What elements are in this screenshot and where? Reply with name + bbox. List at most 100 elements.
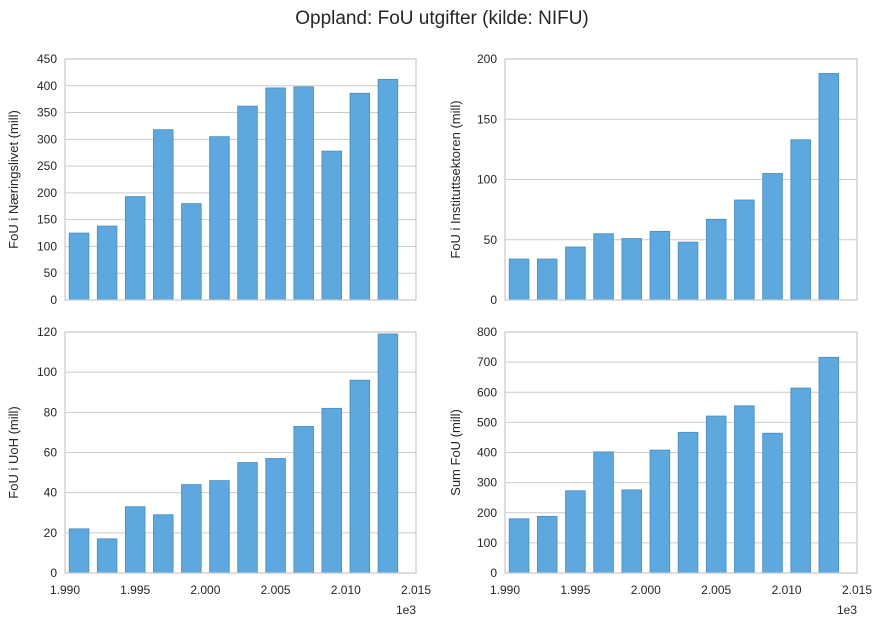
x-tick-label: 2.000 — [190, 583, 220, 597]
x-tick-label: 2.000 — [631, 583, 661, 597]
bar — [181, 484, 202, 574]
y-tick-label: 120 — [37, 325, 57, 339]
y-tick-label: 400 — [477, 446, 497, 460]
bar — [508, 518, 530, 574]
y-axis-label: Sum FoU (mill) — [448, 409, 463, 496]
y-tick-label: 0 — [50, 566, 57, 580]
y-tick-label: 20 — [44, 526, 58, 540]
bar — [565, 246, 586, 301]
y-tick-label: 50 — [44, 266, 58, 280]
x-tick-label: 2.015 — [401, 583, 431, 597]
x-tick-label: 2.010 — [331, 583, 361, 597]
bar — [734, 405, 755, 574]
y-axis-label: FoU i Instituttsektoren (mill) — [448, 100, 463, 258]
chart-panel-3: 0 20 40 60 80 100 120 FoU i UoH (mill) 1.990 1.99… — [6, 325, 431, 617]
bar — [96, 225, 118, 301]
bar — [293, 86, 314, 301]
chart-panel-4: 0 100 200 300 400 500 600 700 800 Sum FoU (mill) 1… — [448, 325, 872, 617]
y-tick-label: 300 — [37, 132, 57, 146]
bar — [818, 356, 840, 574]
x-tick-label: 1.995 — [560, 583, 590, 597]
bar — [209, 136, 230, 301]
y-tick-label: 350 — [37, 106, 57, 120]
y-tick-label: 450 — [37, 52, 57, 66]
bar — [124, 196, 146, 301]
y-tick-label: 40 — [44, 486, 58, 500]
y-tick-label: 700 — [477, 355, 497, 369]
y-tick-label: 200 — [477, 506, 497, 520]
axes-frame — [64, 58, 417, 301]
figure-title: Oppland: FoU utgifter (kilde: NIFU) — [295, 8, 589, 29]
y-tick-label: 100 — [477, 173, 497, 187]
bar — [349, 92, 371, 301]
x-tick-label: 2.010 — [772, 583, 802, 597]
y-tick-label: 0 — [490, 566, 497, 580]
y-tick-label: 250 — [37, 159, 57, 173]
bar — [209, 480, 230, 574]
bar — [818, 73, 840, 301]
bar — [593, 233, 614, 301]
bar — [96, 538, 118, 574]
x-tick-label: 1.990 — [490, 583, 520, 597]
chart-panel-2: 0 50 100 150 200 FoU i Instituttsektoren (mil… — [448, 52, 858, 307]
bar — [124, 506, 146, 574]
bar — [621, 238, 642, 301]
y-tick-label: 600 — [477, 385, 497, 399]
y-tick-label: 800 — [477, 325, 497, 339]
bar — [677, 431, 699, 574]
bar — [649, 230, 671, 301]
bar — [734, 199, 755, 301]
y-tick-label: 200 — [37, 186, 57, 200]
bar — [237, 105, 258, 301]
axes-frame — [504, 58, 858, 301]
bar — [153, 129, 174, 301]
bar — [705, 218, 727, 301]
y-tick-label: 200 — [477, 52, 497, 66]
bar — [565, 490, 586, 574]
y-tick-label: 100 — [37, 365, 57, 379]
bar — [762, 432, 783, 574]
x-tick-label: 2.005 — [701, 583, 731, 597]
x-tick-label: 1.990 — [50, 583, 80, 597]
bar — [153, 514, 174, 574]
bar — [593, 451, 614, 574]
x-tick-label: 1.995 — [120, 583, 150, 597]
y-tick-label: 0 — [50, 293, 57, 307]
bar — [536, 515, 558, 574]
axes-frame — [64, 331, 417, 574]
y-tick-label: 400 — [37, 79, 57, 93]
x-offset-label: 1e3 — [396, 603, 416, 617]
bar — [762, 173, 783, 301]
y-tick-label: 150 — [37, 213, 57, 227]
y-axis-label: FoU i Næringslivet (mill) — [6, 110, 21, 249]
y-tick-label: 300 — [477, 476, 497, 490]
bar — [237, 462, 258, 574]
bar — [790, 139, 811, 301]
bar — [677, 241, 699, 301]
bar — [705, 415, 727, 574]
bar — [349, 379, 371, 574]
bar — [265, 87, 286, 301]
y-tick-label: 50 — [484, 233, 498, 247]
y-tick-label: 150 — [477, 112, 497, 126]
axes-frame — [504, 331, 858, 574]
bar — [377, 333, 399, 574]
bar — [293, 425, 314, 574]
y-tick-label: 500 — [477, 415, 497, 429]
x-tick-label: 2.015 — [842, 583, 872, 597]
bar — [508, 258, 530, 301]
bar — [181, 203, 202, 301]
bar — [321, 407, 342, 574]
bar — [621, 489, 642, 574]
bar — [68, 232, 90, 301]
y-tick-label: 60 — [44, 446, 58, 460]
y-tick-label: 100 — [37, 239, 57, 253]
bar — [265, 458, 286, 574]
y-tick-label: 80 — [44, 405, 58, 419]
bar — [377, 78, 399, 301]
chart-panel-1: 0 50 100 150 200 250 300 350 400 450 FoU i Nærings… — [6, 52, 417, 307]
y-axis-label: FoU i UoH (mill) — [6, 406, 21, 498]
bar — [790, 387, 811, 574]
bar — [536, 258, 558, 301]
